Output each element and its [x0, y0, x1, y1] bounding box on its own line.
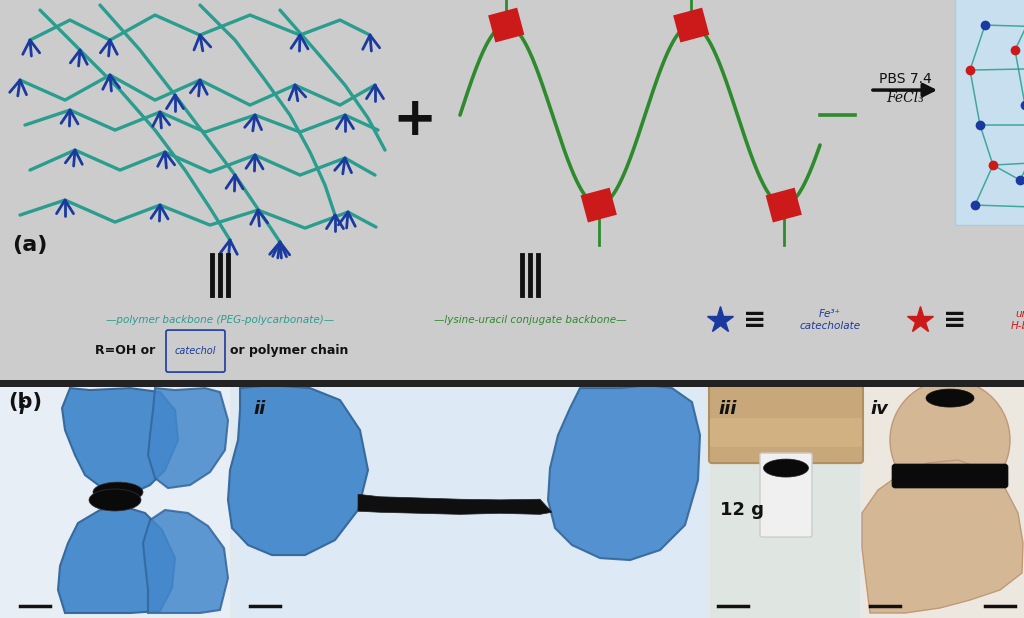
Text: R=OH or: R=OH or: [95, 344, 156, 357]
Polygon shape: [548, 385, 700, 560]
Text: uracil
H-bond: uracil H-bond: [1011, 309, 1024, 331]
Ellipse shape: [926, 389, 974, 407]
Polygon shape: [862, 460, 1023, 613]
Text: —polymer backbone (PEG-polycarbonate)—: —polymer backbone (PEG-polycarbonate)—: [105, 315, 334, 325]
Text: iii: iii: [718, 400, 736, 418]
Text: +: +: [393, 94, 437, 146]
FancyBboxPatch shape: [760, 453, 812, 537]
Polygon shape: [673, 7, 710, 43]
Text: ≡: ≡: [743, 306, 767, 334]
Bar: [862, 387, 1024, 618]
Text: iv: iv: [870, 400, 888, 418]
Bar: [710, 387, 860, 618]
Ellipse shape: [890, 380, 1010, 500]
Bar: [0, 387, 230, 618]
Text: —lysine-uracil conjugate backbone—: —lysine-uracil conjugate backbone—: [434, 315, 627, 325]
Polygon shape: [581, 188, 616, 222]
FancyBboxPatch shape: [709, 385, 863, 463]
Polygon shape: [62, 388, 178, 495]
Ellipse shape: [764, 459, 809, 477]
Text: or polymer chain: or polymer chain: [230, 344, 348, 357]
Polygon shape: [358, 494, 552, 514]
Polygon shape: [228, 385, 368, 555]
Text: (a): (a): [12, 235, 47, 255]
FancyBboxPatch shape: [710, 418, 862, 447]
Ellipse shape: [89, 489, 141, 511]
Polygon shape: [148, 388, 228, 488]
Text: catechol: catechol: [174, 346, 216, 356]
Polygon shape: [766, 188, 802, 222]
Polygon shape: [58, 506, 175, 613]
FancyBboxPatch shape: [892, 464, 1008, 488]
Text: ≡: ≡: [943, 306, 967, 334]
Text: Fe³⁺
catecholate: Fe³⁺ catecholate: [800, 309, 860, 331]
Text: PBS 7.4: PBS 7.4: [879, 72, 932, 86]
Bar: [234, 387, 705, 618]
Polygon shape: [143, 510, 228, 613]
Text: 12 g: 12 g: [720, 501, 764, 519]
Text: (b): (b): [8, 392, 42, 412]
Text: i: i: [18, 400, 25, 418]
FancyBboxPatch shape: [955, 0, 1024, 225]
Text: ii: ii: [253, 400, 265, 418]
Ellipse shape: [93, 482, 143, 502]
Bar: [0, 380, 1024, 387]
Polygon shape: [488, 7, 524, 43]
Text: FeCl₃: FeCl₃: [886, 91, 924, 105]
